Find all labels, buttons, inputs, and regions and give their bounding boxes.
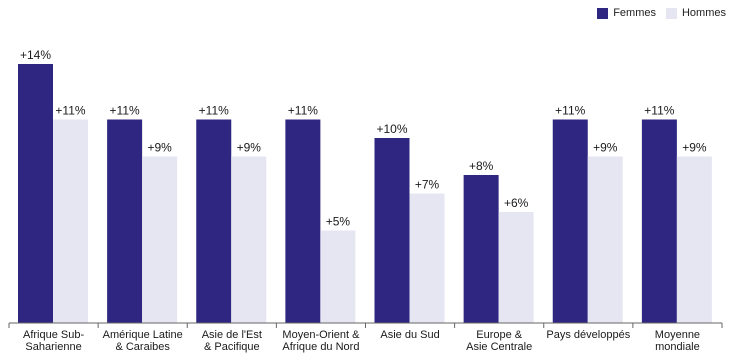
bar-hommes-6 [498,212,534,323]
category-label-3-line-2: & Pacifique [204,341,260,353]
legend-swatch-femmes [597,7,609,19]
data-label-hommes-1: +11% [55,104,85,118]
data-label-hommes-5: +7% [415,178,440,192]
data-label-femmes-8: +11% [644,104,674,118]
category-label-7-line-1: Pays développés [546,329,630,341]
legend-label-femmes: Femmes [613,7,656,19]
data-label-femmes-3: +11% [199,104,229,118]
data-label-hommes-7: +9% [593,141,618,155]
category-label-3-line-1: Asie de l'Est [202,329,262,341]
bar-femmes-2 [107,119,143,323]
legend-swatch-hommes [665,7,677,19]
category-label-1-line-2: Saharienne [25,341,81,353]
data-label-femmes-2: +11% [110,104,140,118]
category-label-2-line-2: & Caraibes [115,341,170,353]
bar-hommes-7 [587,156,623,323]
category-label-6-line-1: Europe & [476,329,523,341]
bar-femmes-3 [196,119,232,323]
data-label-hommes-6: +6% [504,196,529,210]
category-label-4-line-1: Moyen-Orient & [282,329,360,341]
bar-femmes-6 [463,175,499,323]
bar-hommes-4 [320,230,356,323]
data-label-femmes-4: +11% [288,104,318,118]
category-label-8-line-1: Moyenne [655,329,700,341]
legend-item-femmes: Femmes [597,7,656,19]
bar-femmes-7 [552,119,588,323]
legend-label-hommes: Hommes [681,7,726,19]
bar-hommes-8 [676,156,712,323]
category-label-2-line-1: Amérique Latine [103,329,183,341]
category-label-1-line-1: Afrique Sub- [23,329,84,341]
chart-legend: Femmes Hommes [587,7,726,19]
bar-hommes-2 [142,156,178,323]
category-label-6-line-2: Asie Centrale [466,341,532,353]
data-label-hommes-2: +9% [147,141,172,155]
bar-hommes-5 [409,193,445,323]
data-label-femmes-1: +14% [20,48,51,62]
category-label-8-line-2: mondiale [655,341,700,353]
bar-femmes-8 [641,119,677,323]
bar-femmes-1 [18,64,53,323]
data-label-hommes-3: +9% [237,141,262,155]
data-label-femmes-7: +11% [555,104,585,118]
data-label-hommes-4: +5% [326,215,351,229]
bar-hommes-1 [53,119,88,323]
category-label-5-line-1: Asie du Sud [380,329,439,341]
bar-femmes-4 [285,119,321,323]
legend-item-hommes: Hommes [665,7,726,19]
bar-hommes-3 [231,156,267,323]
data-label-femmes-6: +8% [469,159,494,173]
category-label-4-line-2: Afrique du Nord [282,341,359,353]
bar-femmes-5 [374,138,410,323]
data-label-hommes-8: +9% [682,141,707,155]
data-label-femmes-5: +10% [376,122,407,136]
